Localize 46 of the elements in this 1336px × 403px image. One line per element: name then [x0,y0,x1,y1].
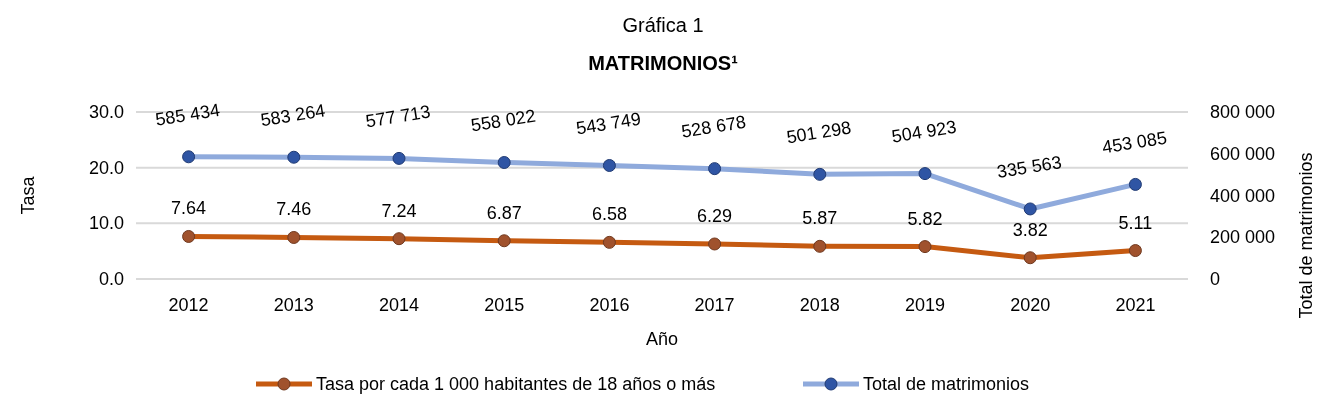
y2-axis-title: Total de matrimonios [1296,152,1316,319]
y2-tick-label: 200 000 [1210,227,1276,248]
data-label: 6.29 [697,205,733,226]
y-tick-label: 30.0 [88,102,124,122]
y2-tick-label: 400 000 [1210,185,1276,206]
data-label: 5.11 [1118,212,1153,233]
y2-tick-label: 800 000 [1210,102,1276,122]
data-label: 528 678 [679,111,748,142]
y2-tick-label: 0 [1210,269,1221,289]
data-label: 7.24 [381,200,417,221]
x-tick-label: 2012 [168,295,209,315]
data-label: 543 749 [574,108,643,139]
x-axis-title: Año [645,329,679,349]
data-label: 577 713 [364,101,432,132]
x-tick-label: 2017 [694,295,735,315]
x-tick-label: 2018 [799,295,840,315]
x-tick-label: 2016 [589,295,630,315]
x-tick-label: 2013 [273,295,314,315]
x-tick-label: 2015 [484,295,525,315]
y-tick-label: 20.0 [88,157,124,178]
y-tick-label: 10.0 [88,213,124,234]
data-label: 6.87 [486,202,522,223]
y-tick-label: 0.0 [98,269,124,289]
data-label: 5.87 [802,208,838,229]
y-axis-title: Tasa [18,175,38,215]
data-label: 585 434 [153,99,222,130]
data-label: 453 085 [1100,127,1169,158]
chart-title: Gráfica 1 [622,14,704,36]
x-tick-label: 2021 [1115,295,1156,315]
data-label: 583 264 [259,100,327,131]
x-tick-label: 2019 [904,295,946,315]
y2-tick-label: 600 000 [1210,143,1276,164]
legend-label: Tasa por cada 1 000 habitantes de 18 años o más [316,374,716,394]
data-label: 3.82 [1012,219,1048,240]
x-tick-label: 2020 [1010,295,1051,315]
chart-subtitle: MATRIMONIOS¹ [588,52,739,74]
data-label: 6.58 [591,204,627,225]
data-label: 5.82 [907,208,943,229]
data-label: 7.46 [276,199,312,220]
x-tick-label: 2014 [378,295,420,315]
data-label: 504 923 [890,116,958,147]
data-label: 335 563 [995,152,1063,182]
data-label: 501 298 [785,117,853,148]
data-label: 558 022 [469,105,537,136]
data-label: 7.64 [171,198,207,219]
legend-label: Total de matrimonios [863,374,1030,394]
